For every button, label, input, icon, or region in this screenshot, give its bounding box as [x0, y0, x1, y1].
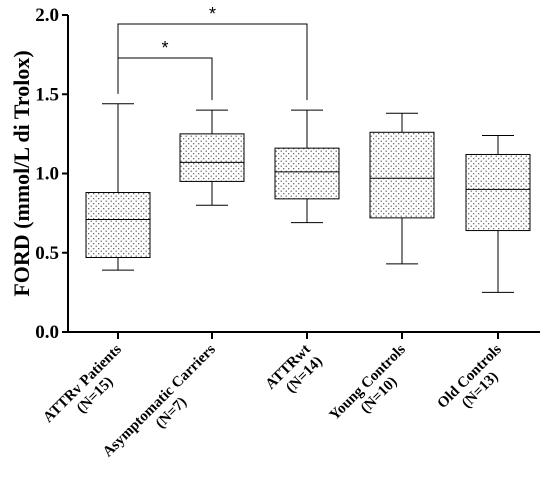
iqr-box — [274, 147, 340, 200]
iqr-box — [85, 192, 151, 259]
bracket-line — [117, 23, 308, 101]
iqr-box — [465, 153, 531, 232]
category-label: ATTRv Patients(N=15) — [40, 341, 137, 438]
category-label: Young Controls(N=10) — [327, 341, 421, 435]
significance-star: * — [161, 38, 168, 58]
y-tick-label: 0.5 — [35, 243, 59, 264]
significance-star: * — [209, 4, 216, 24]
bracket-line — [117, 57, 213, 101]
y-tick-label: 0.0 — [35, 322, 59, 343]
box-2 — [274, 109, 340, 224]
significance-bracket-0: * — [117, 38, 213, 101]
iqr-box — [369, 131, 435, 219]
box-4 — [465, 134, 531, 293]
significance-bracket-1: * — [117, 4, 308, 101]
iqr-box — [179, 133, 245, 182]
plot-area — [85, 103, 531, 293]
category-label: Asymptomatic Carriers(N=7) — [100, 341, 231, 472]
box-0 — [85, 103, 151, 271]
significance-brackets: ** — [117, 4, 308, 101]
y-tick-label: 1.0 — [35, 164, 59, 185]
category-label: Old Controls(N=13) — [434, 341, 516, 423]
category-label: ATTRwt(N=14) — [263, 342, 326, 405]
y-axis-label: FORD (mmol/L di Trolox) — [9, 50, 34, 296]
y-tick-label: 2.0 — [35, 5, 59, 26]
axis-labels: FORD (mmol/L di Trolox) ATTRv Patients(N=… — [9, 50, 516, 472]
box-3 — [369, 112, 435, 265]
y-tick-label: 1.5 — [35, 84, 59, 105]
box-1 — [179, 109, 245, 206]
axes: 0.0 0.5 1.0 1.5 2.0 — [35, 5, 540, 343]
